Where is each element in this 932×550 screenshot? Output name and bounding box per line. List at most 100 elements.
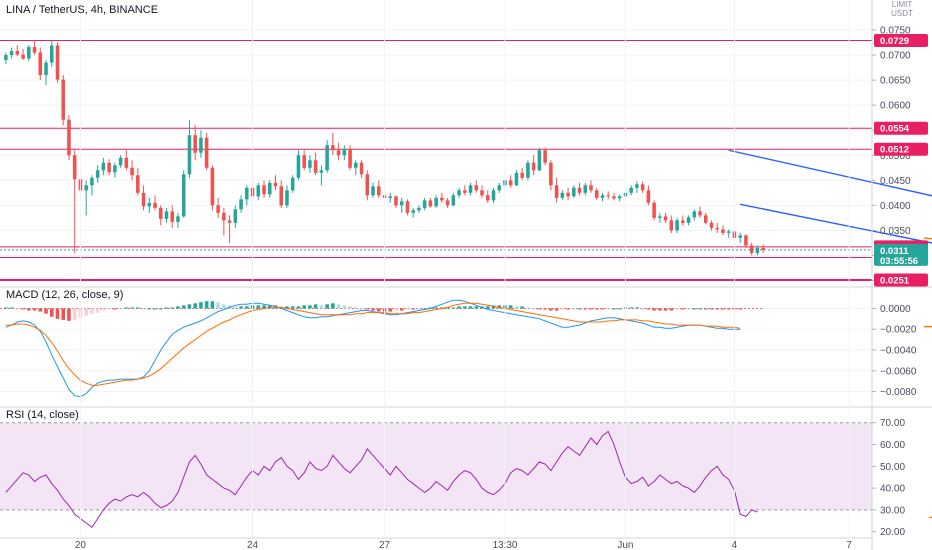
macd-histogram-bar — [566, 308, 570, 310]
macd-histogram-bar — [681, 308, 685, 310]
macd-histogram-bar — [21, 308, 25, 310]
macd-histogram-bar — [302, 305, 306, 309]
candle-body — [560, 192, 565, 198]
candle-body — [285, 190, 289, 206]
macd-histogram-bar — [233, 306, 238, 309]
candle-body — [38, 52, 43, 76]
candle-body — [193, 135, 197, 153]
candle-body — [434, 197, 438, 207]
candle-body — [210, 167, 215, 206]
candle-body — [216, 205, 220, 213]
macd-histogram-bar — [692, 308, 697, 310]
macd-histogram-bar — [290, 306, 295, 309]
candle-body — [32, 47, 37, 53]
candle-body — [399, 201, 404, 206]
rsi-line — [5, 430, 758, 529]
macd-histogram-bar — [9, 307, 14, 309]
macd-histogram-bar — [319, 305, 324, 309]
macd-histogram-bar — [55, 308, 60, 319]
candle-body — [554, 185, 559, 198]
macd-histogram-bar — [703, 308, 708, 310]
macd-histogram-bar — [49, 308, 54, 317]
x-tick-label: 13:30 — [492, 540, 517, 550]
price-tick-label: 0.0350 — [880, 226, 911, 237]
candle-body — [262, 185, 266, 195]
macd-histogram-bar — [617, 308, 622, 310]
macd-histogram-bar — [376, 308, 381, 312]
macd-histogram-bar — [61, 308, 66, 320]
macd-title: MACD (12, 26, close, 9) — [6, 289, 124, 301]
candle-body — [491, 190, 496, 201]
macd-histogram-bar — [635, 307, 639, 309]
macd-pane[interactable] — [0, 299, 932, 398]
candle-body — [319, 170, 324, 173]
rsi-pane[interactable] — [0, 422, 932, 529]
macd-histogram-bar — [199, 302, 203, 309]
candle-body — [107, 162, 111, 173]
macd-histogram-bar — [640, 308, 645, 310]
candle-body — [164, 211, 169, 219]
candle-body — [239, 199, 243, 210]
macd-histogram-bar — [474, 306, 479, 309]
candle-body — [233, 209, 238, 223]
candle-body — [675, 220, 679, 231]
x-tick-label: 27 — [379, 540, 391, 550]
candle-body — [703, 215, 708, 223]
candle-body — [612, 196, 616, 199]
macd-histogram-bar — [451, 307, 456, 309]
candle-body — [187, 135, 192, 175]
macd-histogram-bar — [27, 308, 31, 311]
macd-histogram-bar — [549, 308, 553, 311]
price-tick-label: 0.0650 — [880, 76, 911, 87]
candle-body — [726, 231, 731, 233]
macd-histogram-bar — [15, 308, 20, 310]
macd-histogram-bar — [457, 306, 461, 309]
macd-histogram-bar — [726, 308, 731, 310]
signal-line — [5, 302, 741, 386]
price-tick-label: 0.0450 — [880, 176, 911, 187]
macd-histogram-bar — [526, 307, 530, 309]
x-tick-label: Jun — [617, 540, 633, 550]
rsi-tick-label: 50.00 — [880, 462, 905, 473]
macd-histogram-bar — [721, 308, 725, 310]
level-badge — [874, 121, 928, 135]
currency-unit[interactable]: LIMIT USDT — [876, 0, 928, 18]
macd-histogram-bar — [256, 305, 261, 309]
candle-body — [279, 186, 284, 206]
price-tick-label: 0.0750 — [880, 26, 911, 37]
macd-tick-label: 0.0000 — [880, 304, 911, 315]
macd-histogram-bar — [577, 308, 582, 310]
macd-histogram-bar — [514, 306, 519, 309]
macd-histogram-bar — [669, 308, 674, 311]
macd-histogram-bar — [537, 308, 542, 310]
candle-body — [698, 211, 702, 216]
macd-histogram-bar — [572, 308, 576, 310]
candle-body — [411, 210, 415, 213]
level-badge-label: 0.0512 — [880, 145, 909, 156]
candle-body — [468, 185, 473, 193]
candle-body — [113, 165, 117, 173]
macd-histogram-bar — [158, 308, 163, 310]
level-badge — [874, 273, 928, 287]
candle-body — [463, 190, 467, 193]
candle-body — [744, 235, 748, 246]
price-tick-label: 0.0500 — [880, 151, 911, 162]
x-tick-label: 7 — [846, 540, 852, 550]
price-pane[interactable] — [0, 29, 932, 283]
macd-tick-label: −0.0020 — [880, 325, 917, 336]
level-badge — [874, 34, 928, 48]
macd-histogram-bar — [675, 308, 679, 310]
candle-body — [72, 155, 77, 180]
candle-body — [170, 211, 175, 222]
macd-histogram-bar — [485, 306, 490, 309]
candle-body — [147, 202, 152, 207]
candle-body — [663, 216, 668, 221]
macd-histogram-bar — [107, 308, 111, 310]
level-badge-label: 0.0729 — [880, 36, 909, 47]
candle-body — [721, 229, 725, 233]
channel-upper-line — [728, 149, 932, 197]
candle-body — [692, 211, 697, 218]
candle-body — [497, 185, 502, 191]
